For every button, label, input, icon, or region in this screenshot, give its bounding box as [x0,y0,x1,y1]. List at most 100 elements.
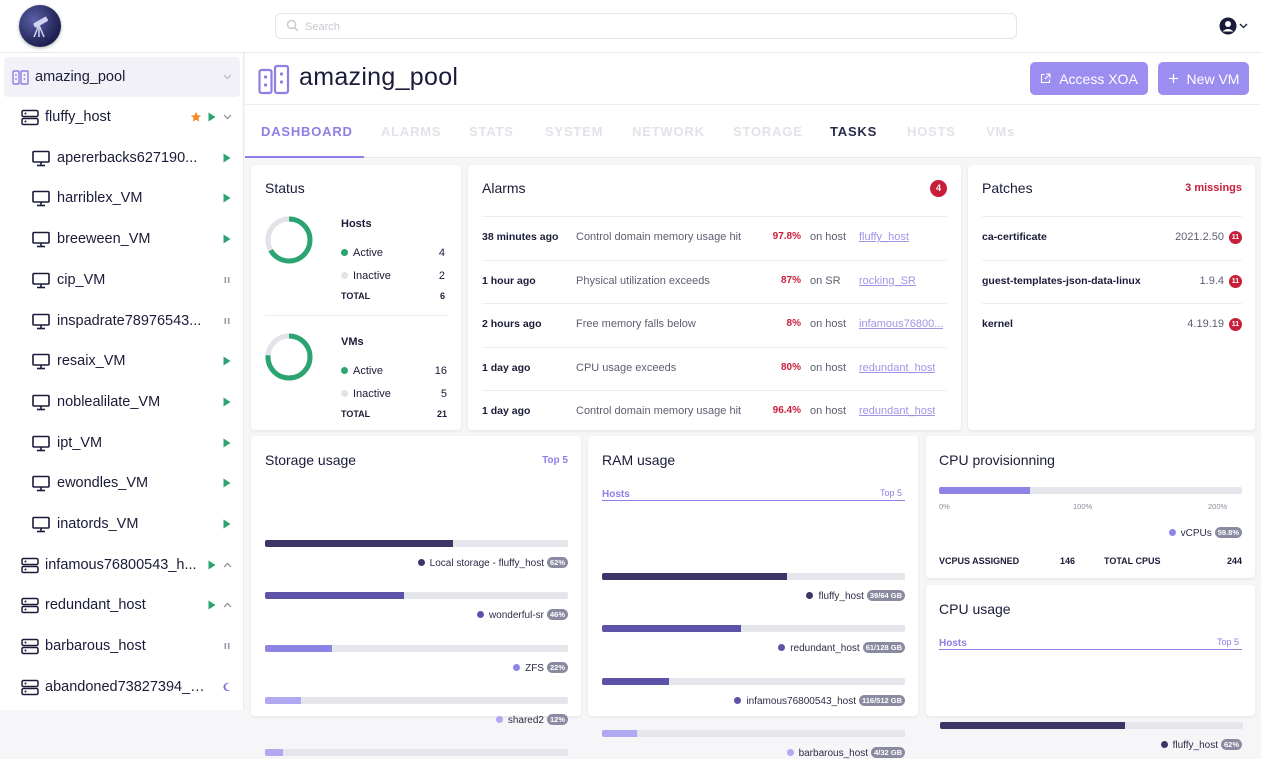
sidebar-vm-item[interactable]: inatords_VM [0,504,244,544]
sidebar-vm-item[interactable]: ipt_VM [0,423,244,463]
usage-bar-fill [940,722,1125,729]
chevron-down-icon [1239,23,1248,29]
alarm-row[interactable]: 1 day ago Control domain memory usage hit… [482,405,947,419]
legend-label: fluffy_host [818,591,864,602]
patch-row[interactable]: guest-templates-json-data-linux 1.9.4 11 [982,274,1242,289]
paused-icon [224,643,230,650]
main-content: amazing_pool Access XOA New VM DASHBOARD… [245,53,1261,759]
star-icon[interactable] [190,111,202,123]
sidebar-vm-item[interactable]: cip_VM [0,260,244,300]
storage-usage-card: Storage usage Top 5 Local storage - fluf… [251,436,581,757]
legend-dot [1160,741,1168,748]
legend-badge: 39/64 GB [866,590,905,601]
search-input[interactable] [305,18,995,35]
chevron-up-icon[interactable] [223,562,232,568]
alarm-row[interactable]: 1 day ago CPU usage exceeds 80% on host redu… [482,362,947,376]
chevron-up-icon[interactable] [223,602,232,608]
monitor-icon [32,435,50,451]
sidebar-host-item[interactable]: infamous76800543_h... [0,545,244,585]
divider [482,390,947,391]
alarm-target-link[interactable]: redundant_host [859,405,936,417]
alarm-row[interactable]: 2 hours ago Free memory falls below 8% on h… [482,318,947,332]
alarm-target-link[interactable]: rocking_SR [859,274,916,287]
sidebar-host-item[interactable]: fluffy_host [0,97,244,137]
sidebar-vm-item[interactable]: apererbacks627190... [0,138,244,178]
patch-version: 1.9.4 [1199,274,1224,287]
server-icon [21,557,39,573]
usage-bar [940,722,1243,729]
vcpus-assigned-value: 146 [1060,556,1076,566]
sidebar-item-label: harriblex_VM [57,190,143,207]
usage-bar-fill [602,573,787,580]
usage-legend: fluffy_host 62% [1160,739,1242,751]
sidebar-item-label: breeween_VM [57,231,151,248]
page-title: amazing_pool [299,63,459,91]
sidebar-vm-item[interactable]: noblealilate_VM [0,382,244,422]
alarm-row[interactable]: 38 minutes ago Control domain memory usag… [482,231,947,245]
sidebar-vm-item[interactable]: inspadrate78976543... [0,301,244,341]
patch-row[interactable]: ca-certificate 2021.2.50 11 [982,231,1242,245]
usage-bar-fill [602,625,742,633]
tab-system[interactable]: SYSTEM [545,124,604,139]
legend-dot [778,644,786,652]
chevron-down-icon[interactable] [223,74,232,80]
running-icon [223,438,231,448]
tab-network[interactable]: NETWORK [632,124,705,139]
divider [982,216,1242,217]
divider [482,303,947,304]
alarm-time: 1 day ago [482,405,531,417]
total-cpus-value: 244 [1226,556,1242,566]
new-vm-button[interactable]: New VM [1158,62,1249,95]
tab-stats[interactable]: STATS [469,124,514,139]
sidebar-vm-item[interactable]: ewondles_VM [0,463,244,503]
divider [482,259,947,261]
tab-dashboard[interactable]: DASHBOARD [261,124,353,139]
tab-vms[interactable]: VMs [986,124,1016,139]
sidebar-vm-item[interactable]: harriblex_VM [0,178,244,218]
search-box[interactable] [275,13,1017,39]
usage-bar-fill [602,729,637,737]
usage-legend: redundant_host 61/128 GB [778,642,905,654]
alarm-target-link[interactable]: redundant_host [859,361,936,374]
alarm-row[interactable]: 1 hour ago Physical utilization exceeds 87… [482,275,947,289]
monitor-icon [32,516,50,533]
sidebar-vm-item[interactable]: resaix_VM [0,341,244,381]
external-link-icon [1041,73,1051,84]
alarm-percentage: 97.8% [772,231,801,242]
sidebar-host-item[interactable]: redundant_host [0,585,244,625]
usage-bar [602,677,905,685]
sidebar-vm-item[interactable]: breeween_VM [0,219,244,259]
vms-inactive-row: Inactive 5 [341,388,447,400]
tab-tasks[interactable]: TASKS [830,124,878,139]
usage-bar [602,625,905,633]
app-logo[interactable] [19,5,61,47]
sidebar-pool[interactable]: amazing_pool [4,57,240,97]
usage-legend: Local storage - fluffy_host 62% [417,557,568,569]
active-tab-indicator [245,156,364,158]
account-menu[interactable] [1219,17,1253,35]
usage-bar [265,696,568,704]
status-title: Status [265,180,305,196]
sidebar-item-label: barbarous_host [45,638,146,655]
sidebar-host-item[interactable]: abandoned73827394_h... [0,667,244,707]
access-xoa-button[interactable]: Access XOA [1030,62,1148,95]
server-icon [21,679,39,696]
usage-bar-fill [265,644,332,652]
storage-top5-link[interactable]: Top 5 [542,455,568,466]
usage-bar-fill [265,540,453,547]
alarm-target-link[interactable]: fluffy_host [859,231,909,243]
alarm-description: Physical utilization exceeds [576,274,710,287]
tab-alarms[interactable]: ALARMS [381,124,442,139]
ram-top5-link[interactable]: Top 5 [879,488,902,498]
tab-storage[interactable]: STORAGE [733,124,803,139]
monitor-icon [32,272,50,289]
alarm-target-link[interactable]: infamous76800... [859,318,944,330]
alarm-percentage: 96.4% [772,405,801,416]
alarm-time: 2 hours ago [482,318,542,330]
sidebar-host-item[interactable]: barbarous_host [0,626,244,666]
patch-row[interactable]: kernel 4.19.19 11 [982,318,1242,332]
tab-hosts[interactable]: HOSTS [907,124,956,139]
cpu-usage-top5-link[interactable]: Top 5 [1216,637,1239,647]
chevron-down-icon[interactable] [223,114,232,120]
divider [939,649,1242,650]
